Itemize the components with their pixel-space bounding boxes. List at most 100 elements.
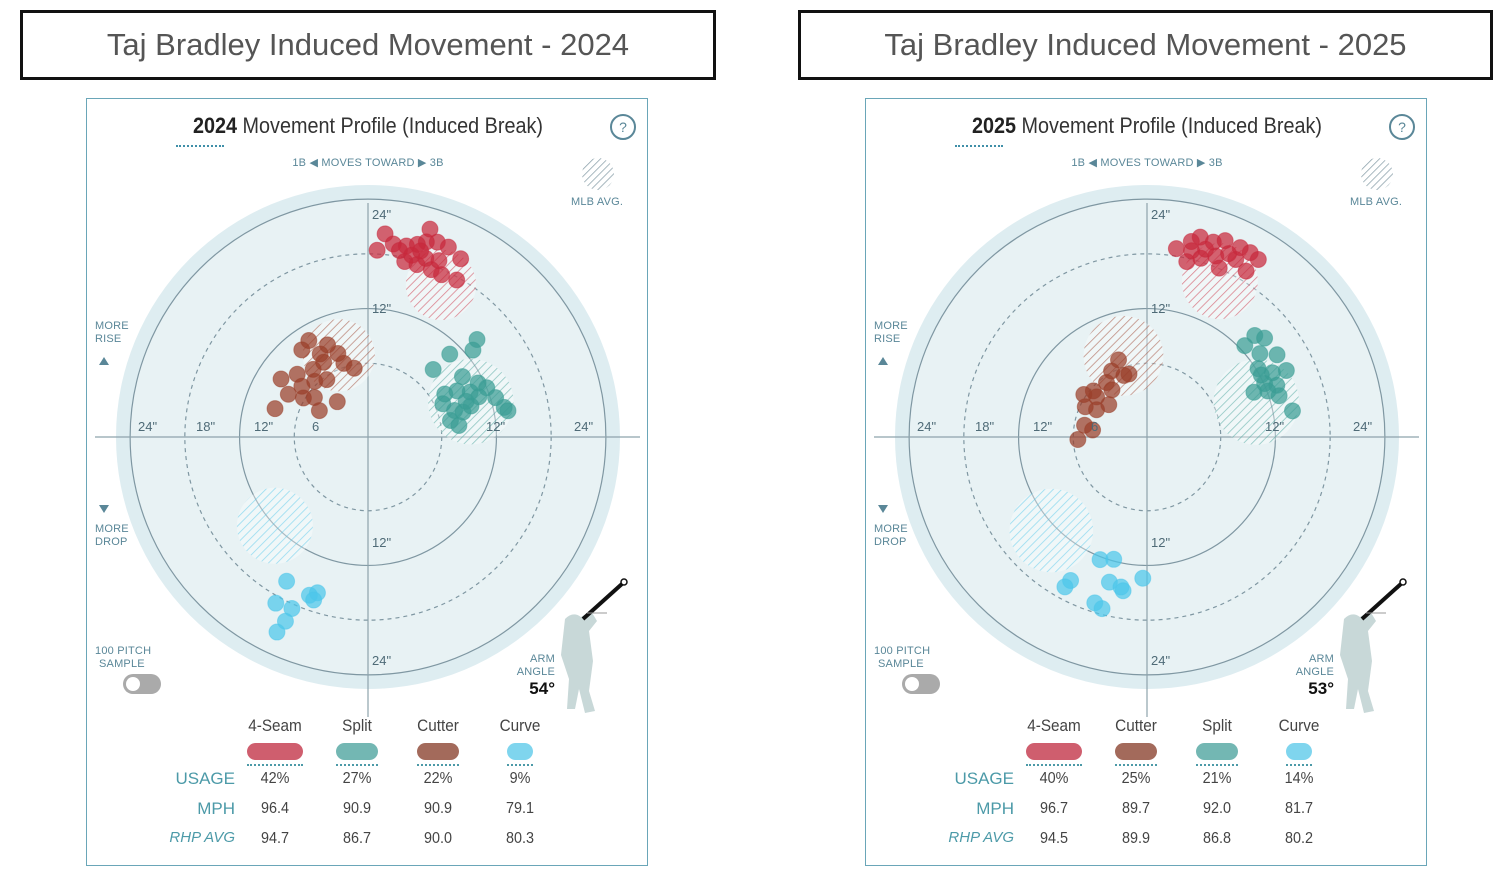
pitch-color-pill[interactable] (507, 743, 533, 760)
pitch-color-pill[interactable] (247, 743, 303, 760)
pitch-name: Split (342, 716, 372, 735)
rhp-avg-value: 80.2 (1284, 830, 1314, 847)
pitch-point-curve (267, 594, 285, 612)
more-drop-label-1: MORE (874, 523, 908, 535)
pitch-point-cutter (1120, 365, 1138, 383)
ring-label-bottom24: 24" (372, 653, 391, 668)
pitch-color-pill[interactable] (1026, 743, 1082, 760)
moves-toward-label: 1B ◀ MOVES TOWARD ▶ 3B (1071, 157, 1223, 169)
pitch-point-split (1277, 361, 1295, 379)
pitch-sample-toggle[interactable] (902, 674, 940, 694)
pitch-sample-toggle[interactable] (123, 674, 161, 694)
sample-label-2: SAMPLE (878, 658, 924, 670)
mlb-avg-label: MLB AVG. (571, 196, 624, 208)
mph-value: 90.9 (342, 800, 372, 817)
pitch-point-split (450, 416, 468, 434)
pitch-color-pill[interactable] (336, 743, 378, 760)
drop-arrow-icon (99, 505, 109, 513)
title-text: Movement Profile (Induced Break) (237, 113, 543, 138)
mlb-avg-legend-icon (582, 158, 614, 190)
panel-title: 2024 Movement Profile (Induced Break) (115, 113, 621, 139)
row-label-rhp-avg: RHP AVG (948, 829, 1014, 846)
pitch-point-4-seam (368, 241, 386, 259)
rhp-avg-value: 86.8 (1202, 830, 1232, 847)
arm-label-2: ANGLE (1295, 666, 1334, 678)
rhp-avg-value: 80.3 (505, 830, 535, 847)
pitch-point-curve (1134, 569, 1152, 587)
movement-profile-panel-2024: 24" 12" 24" 18" 12" 6 12" 24" 12" 24" 2024 Movemen… (86, 98, 648, 866)
more-rise-label-2: RISE (874, 333, 901, 345)
ring-label-left12: 12" (1033, 419, 1052, 434)
arm-angle-value: 53° (1308, 679, 1334, 698)
mph-value: 96.7 (1039, 800, 1069, 817)
arm-label-2: ANGLE (516, 666, 555, 678)
ring-label-left18: 18" (196, 419, 215, 434)
ring-label-top12: 12" (372, 301, 391, 316)
pitch-point-cutter (345, 359, 363, 377)
usage-value: 22% (423, 770, 453, 787)
pitch-point-4-seam (412, 242, 430, 260)
pitch-name: Curve (1278, 716, 1320, 735)
pitch-point-cutter (315, 353, 333, 371)
pitch-name: Curve (499, 716, 541, 735)
pitch-point-split (499, 402, 517, 420)
row-label-mph: MPH (197, 799, 235, 818)
ring-label-top24: 24" (372, 207, 391, 222)
pitch-color-pill[interactable] (1115, 743, 1157, 760)
pitcher-arm-angle-icon (1340, 578, 1407, 713)
pitch-color-pill[interactable] (1196, 743, 1238, 760)
mph-value: 89.7 (1121, 800, 1151, 817)
usage-value: 40% (1039, 770, 1069, 787)
more-drop-label-2: DROP (874, 536, 907, 548)
pitch-color-pill[interactable] (1286, 743, 1312, 760)
ring-label-bottom24: 24" (1151, 653, 1170, 668)
arm-label-1: ARM (1308, 653, 1334, 665)
pitch-color-pill[interactable] (417, 743, 459, 760)
pitch-point-4-seam (1197, 240, 1215, 258)
pitch-point-cutter (328, 393, 346, 411)
pitch-underline (1196, 764, 1238, 766)
row-label-mph: MPH (976, 799, 1014, 818)
ring-label-left6: 6 (312, 419, 319, 434)
pitch-point-4-seam (1183, 242, 1201, 260)
pitch-point-split (464, 341, 482, 359)
pitch-point-split (424, 361, 442, 379)
pitch-point-split (441, 345, 459, 363)
chart-header-2025: Taj Bradley Induced Movement - 2025 (798, 10, 1493, 80)
help-button[interactable]: ? (610, 114, 636, 140)
pitch-name: 4-Seam (248, 716, 302, 735)
rhp-avg-value: 94.5 (1039, 830, 1069, 847)
pitch-point-curve (305, 591, 323, 609)
usage-value: 27% (342, 770, 372, 787)
pitch-point-cutter (1084, 421, 1102, 439)
usage-value: 14% (1284, 770, 1314, 787)
ring-label-top24: 24" (1151, 207, 1170, 222)
pitch-name: Cutter (417, 716, 459, 735)
movement-plot: 24" 12" 24" 18" 12" 6 12" 24" 12" 24" (95, 158, 640, 717)
sample-label-2: SAMPLE (99, 658, 145, 670)
rhp-avg-value: 90.0 (423, 830, 453, 847)
mlb-avg-curve (236, 487, 313, 564)
pitch-underline (507, 764, 533, 766)
ring-label-left18: 18" (975, 419, 994, 434)
pitch-name: Split (1202, 716, 1232, 735)
moves-toward-label: 1B ◀ MOVES TOWARD ▶ 3B (292, 157, 444, 169)
pitch-point-4-seam (1210, 259, 1228, 277)
pitch-point-cutter (272, 370, 290, 388)
pitch-point-cutter (1103, 381, 1121, 399)
help-button[interactable]: ? (1389, 114, 1415, 140)
pitch-point-curve (278, 572, 296, 590)
pitch-point-curve (1105, 550, 1123, 568)
pitch-point-4-seam (1227, 250, 1245, 268)
pitch-name: 4-Seam (1027, 716, 1081, 735)
mlb-avg-label: MLB AVG. (1350, 196, 1403, 208)
ring-label-right24: 24" (574, 419, 593, 434)
pitch-point-split (1252, 366, 1270, 384)
mph-value: 90.9 (423, 800, 453, 817)
pitch-point-split (457, 392, 475, 410)
pitch-underline (1286, 764, 1312, 766)
mph-value: 79.1 (505, 800, 535, 817)
pitch-point-curve (1114, 582, 1132, 600)
drop-arrow-icon (878, 505, 888, 513)
sample-label-1: 100 PITCH (874, 645, 931, 657)
